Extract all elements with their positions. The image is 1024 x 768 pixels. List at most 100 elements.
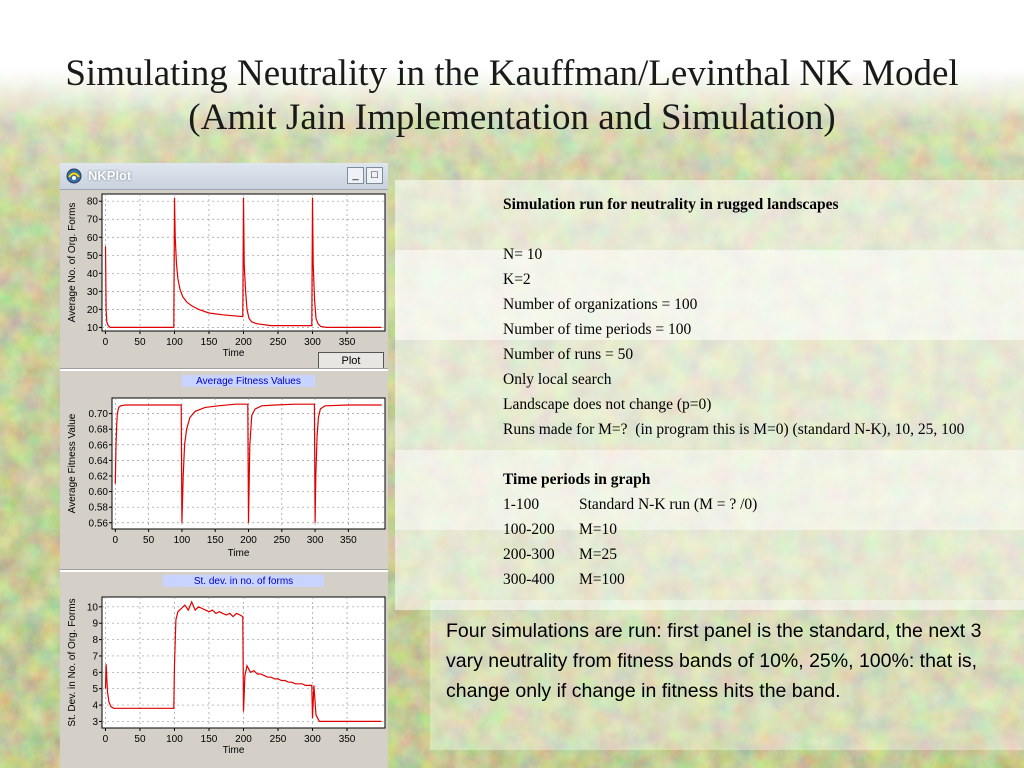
period-row: 1-100 Standard N-K run (M = ? /0) [503,492,1023,517]
info-param: Number of organizations = 100 [503,296,698,313]
x-axis-label: Time [228,548,250,559]
x-tick-label: 200 [235,734,252,745]
nkplot-window: NKPlot _ □ 0 50 100 150 200 250 300 350 10 20 30 40… [60,163,388,768]
plot-button[interactable]: Plot [318,352,384,369]
x-tick-label: 200 [235,337,252,348]
x-tick-label: 300 [307,535,324,546]
period-range: 300-400 [503,571,555,588]
y-tick-label: 9 [92,619,98,630]
info-param: Runs made for M=? (in program this is M=… [503,421,965,438]
y-tick-label: 4 [92,701,98,712]
period-desc: M=100 [579,571,625,588]
period-range: 1-100 [503,496,540,513]
period-range: 200-300 [503,546,555,563]
maximize-button[interactable]: □ [366,167,383,184]
info-spacer [503,217,1023,242]
period-row: 300-400 M=100 [503,567,1023,592]
y-tick-label: 40 [87,269,99,280]
x-tick-label: 350 [340,535,357,546]
y-tick-label: 0.70 [89,409,109,420]
x-tick-label: 100 [174,535,191,546]
chart-title: Average Fitness Values [196,376,301,387]
info-param: Number of time periods = 100 [503,321,692,338]
x-tick-label: 300 [304,337,321,348]
window-titlebar[interactable]: NKPlot _ □ [60,163,388,190]
x-tick-label: 150 [207,535,224,546]
org-forms-chart: 0 50 100 150 200 250 300 350 10 20 30 40 50 60 70 80 Tim… [67,193,386,359]
x-tick-label: 250 [270,734,287,745]
periods-heading: Time periods in graph [503,471,651,488]
panel-divider [60,368,388,371]
x-tick-label: 100 [166,337,183,348]
x-tick-label: 100 [166,734,183,745]
x-tick-label: 350 [339,734,356,745]
x-axis-label: Time [223,745,245,756]
x-tick-label: 250 [270,337,287,348]
y-tick-label: 60 [87,233,99,244]
y-tick-label: 5 [92,684,98,695]
stdev-panel: St. dev. in no. of forms 0 50 100 150 200 250 3… [64,573,386,768]
y-axis-label: Average No. of Org. Forms [67,203,78,323]
info-param: K=2 [503,271,531,288]
x-tick-label: 0 [103,734,109,745]
info-spacer [503,442,1023,467]
x-tick-label: 50 [134,337,146,348]
info-param: N= 10 [503,246,543,263]
minimize-button[interactable]: _ [347,167,364,184]
x-tick-label: 250 [273,535,290,546]
app-icon [66,168,82,184]
info-param: Number of runs = 50 [503,346,634,363]
y-tick-label: 8 [92,635,98,646]
period-range: 100-200 [503,521,555,538]
x-axis-label: Time [223,348,245,359]
period-row: 200-300 M=25 [503,542,1023,567]
y-tick-label: 30 [87,287,99,298]
period-desc: Standard N-K run (M = ? /0) [579,496,758,513]
y-tick-label: 0.56 [89,518,109,529]
x-tick-label: 300 [304,734,321,745]
series-line [104,197,382,328]
x-tick-label: 350 [339,337,356,348]
stdev-chart: St. dev. in no. of forms 0 50 100 150 200 250 3… [67,575,386,756]
x-tick-label: 200 [240,535,257,546]
summary-text: Four simulations are run: first panel is… [446,620,982,702]
x-tick-label: 50 [134,734,146,745]
y-tick-label: 0.62 [89,471,109,482]
y-tick-label: 0.64 [89,456,109,467]
y-tick-label: 0.68 [89,425,109,436]
y-tick-label: 0.66 [89,440,109,451]
y-tick-label: 80 [87,197,99,208]
y-tick-label: 7 [92,651,98,662]
y-tick-label: 10 [87,323,99,334]
simulation-info: Simulation run for neutrality in rugged … [503,192,1023,592]
y-tick-label: 6 [92,668,98,679]
x-tick-label: 150 [201,337,218,348]
x-tick-label: 150 [201,734,218,745]
x-tick-label: 0 [113,535,119,546]
period-row: 100-200 M=10 [503,517,1023,542]
period-desc: M=25 [579,546,618,563]
fitness-chart: Average Fitness Values 0 50 100 150 200 250 300… [67,375,386,559]
panel-divider [60,569,388,572]
y-axis-label: Average Fitness Value [67,413,78,513]
chart-title: St. dev. in no. of forms [194,576,293,587]
x-tick-label: 50 [143,535,155,546]
window-title: NKPlot [88,168,132,183]
y-tick-label: 10 [87,602,99,613]
chart-title-bg [162,575,325,587]
y-tick-label: 70 [87,215,99,226]
slide-title: Simulating Neutrality in the Kauffman/Le… [65,53,959,138]
y-tick-label: 0.60 [89,487,109,498]
org-forms-panel: 0 50 100 150 200 250 300 350 10 20 30 40 50 60 70 80 Tim… [64,190,386,368]
info-heading: Simulation run for neutrality in rugged … [503,196,839,213]
y-axis-label: St. Dev. in No. of Org. Forms [67,598,78,726]
x-tick-label: 0 [103,337,109,348]
series-line [104,600,382,722]
series-line [114,403,382,523]
y-tick-label: 3 [92,717,98,728]
info-param: Only local search [503,371,612,388]
period-desc: M=10 [579,521,618,538]
y-tick-label: 0.58 [89,503,109,514]
chart-title-bg [181,375,316,387]
